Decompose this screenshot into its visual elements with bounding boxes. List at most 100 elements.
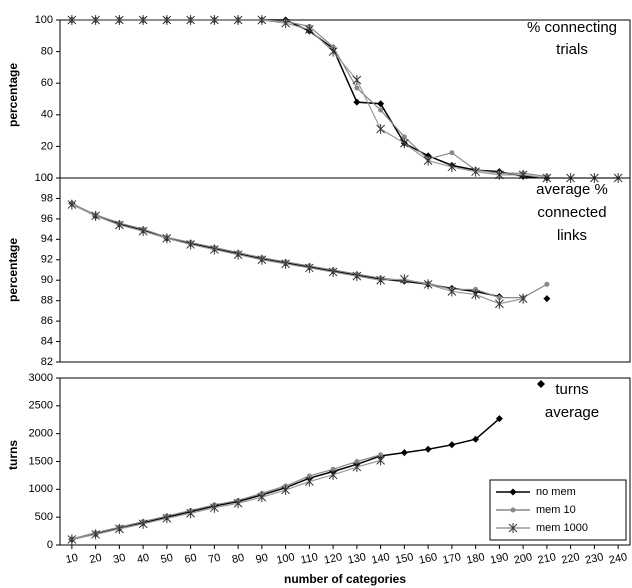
marker (495, 298, 504, 309)
marker (330, 466, 336, 472)
marker (138, 226, 148, 237)
y-axis-label: percentage (6, 238, 20, 302)
marker (257, 15, 267, 25)
marker (449, 150, 455, 156)
marker (495, 415, 503, 423)
marker (543, 295, 551, 303)
x-tick-label: 130 (347, 551, 367, 567)
y-tick-label: 40 (41, 109, 53, 121)
x-tick-label: 90 (255, 552, 269, 566)
marker (186, 239, 195, 250)
marker (257, 492, 267, 503)
x-tick-label: 200 (513, 551, 533, 567)
legend: no mem mem 10 mem 1000 (489, 479, 627, 541)
marker (352, 271, 362, 282)
marker (378, 452, 384, 458)
plot-frame (59, 19, 631, 179)
marker (473, 286, 479, 292)
y-tick-label: 90 (41, 274, 53, 286)
x-tick-label: 40 (136, 552, 150, 566)
marker (400, 274, 409, 285)
x-tick-label: 110 (300, 551, 320, 566)
marker (138, 15, 148, 25)
marker (328, 46, 338, 57)
x-tick-label: 220 (560, 551, 580, 567)
marker (472, 435, 480, 443)
marker (186, 15, 195, 25)
marker (162, 513, 172, 524)
marker (328, 469, 338, 480)
series-line (72, 204, 547, 299)
series-line (71, 19, 547, 178)
annotation: connected (537, 204, 606, 221)
marker (448, 441, 456, 449)
marker (423, 279, 433, 290)
x-axis-label: number of categories (284, 572, 406, 586)
series-line (71, 203, 548, 299)
marker (376, 124, 385, 135)
y-tick-label: 100 (35, 14, 53, 26)
y-axis-label: percentage (6, 63, 20, 127)
marker (306, 473, 312, 479)
marker (378, 107, 384, 113)
y-tick-label: 80 (41, 46, 53, 58)
x-tick-label: 50 (160, 552, 174, 566)
marker (508, 523, 518, 533)
marker (305, 262, 314, 273)
y-tick-label: 92 (41, 254, 53, 266)
marker (67, 15, 77, 25)
x-tick-label: 100 (275, 551, 295, 567)
x-tick-label: 120 (323, 551, 343, 567)
marker (510, 507, 516, 513)
marker (67, 199, 77, 210)
marker (496, 295, 502, 301)
marker (352, 75, 362, 86)
marker (91, 210, 100, 221)
annotation: trials (556, 41, 588, 58)
marker (233, 249, 243, 260)
marker (233, 15, 243, 25)
x-tick-label: 80 (231, 552, 245, 566)
marker (471, 289, 480, 300)
marker (352, 462, 362, 473)
marker (162, 15, 172, 25)
marker (210, 15, 219, 25)
y-tick-label: 98 (41, 192, 53, 204)
marker (328, 267, 338, 278)
y-tick-label: 86 (41, 315, 53, 327)
marker (354, 459, 360, 464)
y-tick-label: 94 (41, 233, 53, 245)
y-tick-label: 82 (41, 356, 53, 368)
marker (447, 286, 457, 297)
annotation: turns (555, 381, 588, 398)
plot-frame (59, 177, 631, 363)
marker (162, 233, 172, 244)
marker (233, 498, 243, 509)
series-line (71, 19, 619, 179)
x-tick-label: 210 (537, 551, 557, 567)
legend-label: no mem (536, 486, 576, 498)
marker (377, 100, 385, 108)
y-tick-label: 1500 (29, 455, 53, 467)
marker (376, 455, 385, 466)
x-tick-label: 70 (207, 552, 221, 566)
marker (401, 134, 407, 140)
y-axis-label: turns (6, 440, 20, 470)
y-tick-label: 84 (41, 335, 53, 347)
series-line (71, 459, 381, 541)
marker (257, 254, 267, 265)
marker (115, 523, 124, 534)
marker (509, 488, 517, 496)
marker (91, 15, 100, 25)
x-tick-label: 20 (88, 552, 102, 566)
y-tick-label: 2500 (29, 400, 53, 412)
legend-label: mem 1000 (536, 522, 588, 534)
annotation: % connecting (527, 19, 617, 36)
marker (400, 138, 409, 149)
x-tick-label: 190 (489, 551, 509, 567)
y-tick-label: 500 (35, 511, 53, 523)
series-line (71, 19, 547, 179)
x-tick-label: 160 (418, 551, 438, 567)
x-tick-label: 230 (584, 551, 604, 567)
marker (354, 85, 360, 91)
